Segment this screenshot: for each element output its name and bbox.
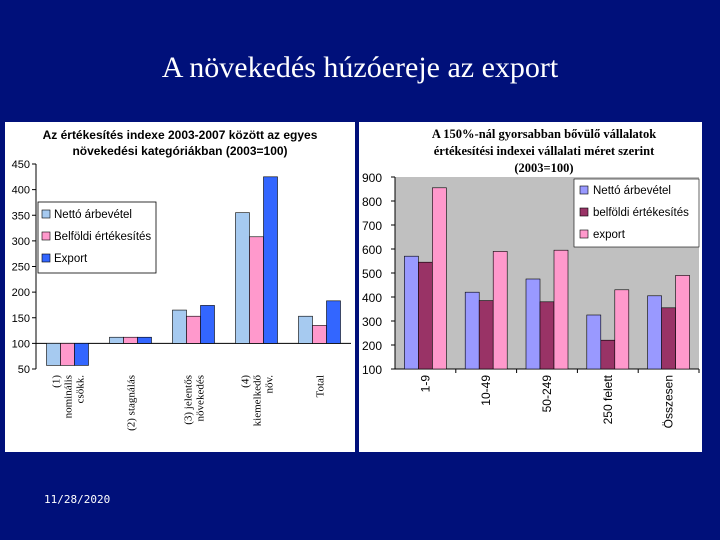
chart-fast-growing-firms-by-size: A 150%-nál gyorsabban bővülő vállalatok é… <box>359 122 702 452</box>
chart-2-bar <box>525 278 541 370</box>
chart-1-bar <box>109 336 124 344</box>
chart-1-title-line: növekedési kategóriákban (2003=100) <box>72 144 287 158</box>
chart-2-legend-label: Nettó árbevétel <box>593 185 671 197</box>
chart-2-bar <box>600 339 616 370</box>
chart-1-legend-label: Export <box>54 253 88 265</box>
chart-2-bar <box>464 291 480 370</box>
chart-2-y-tick-label: 200 <box>362 339 382 353</box>
chart-1-legend-label: Belföldi értékesítés <box>54 231 151 243</box>
chart-1-bar <box>312 325 327 344</box>
chart-2-legend-swatch <box>579 185 589 195</box>
chart-1-bar <box>74 343 89 366</box>
chart-2-y-tick-label: 600 <box>362 243 382 257</box>
chart-2-bar <box>432 187 447 370</box>
chart-1-category-label-line: (2) stagnálás <box>126 375 138 431</box>
slide-date: 11/28/2020 <box>44 493 111 506</box>
chart-2-y-tick-label: 400 <box>362 291 382 305</box>
chart-1-category-label-line: (4) <box>240 375 252 388</box>
chart-2-y-tick-label: 900 <box>362 171 382 185</box>
chart-1-svg: Az értékesítés indexe 2003-2007 között a… <box>12 128 351 431</box>
chart-1-category-label: (4) kiemelkedő növ. <box>240 375 276 427</box>
chart-1-bar <box>326 300 341 344</box>
chart-2-category-label: Összesen <box>662 375 676 428</box>
chart-1-bar <box>200 305 215 344</box>
chart-2-bar <box>675 275 690 370</box>
chart-1-y-tick-label: 100 <box>12 338 30 350</box>
chart-1-category-label-line: kiemelkedő <box>252 375 264 427</box>
chart-1-bar <box>186 315 201 344</box>
chart-1-bar <box>235 212 250 344</box>
chart-1-category-label-line: növ. <box>264 375 276 394</box>
chart-1-bar <box>46 343 61 366</box>
chart-1-bar <box>249 236 264 344</box>
chart-1-category-label: (3) jelentős növekedés <box>183 375 207 425</box>
chart-2-bar <box>539 301 555 370</box>
chart-2-category-label: 10-49 <box>479 375 493 406</box>
chart-1-legend-swatch <box>41 209 51 219</box>
chart-1-y-tick-label: 400 <box>12 185 30 197</box>
chart-2-bar <box>404 255 419 370</box>
chart-1-category-label: (1) nominális csökk. <box>51 375 87 419</box>
chart-1-category-label-line: Total <box>315 375 327 397</box>
chart-1-bar <box>137 336 152 344</box>
chart-1-y-tick-label: 450 <box>12 159 30 171</box>
chart-2-legend-swatch <box>579 207 589 217</box>
chart-sales-index-by-growth-category: Az értékesítés indexe 2003-2007 között a… <box>5 122 355 452</box>
chart-1-legend: Nettó árbevétel Belföldi értékesítés Expor… <box>37 201 157 274</box>
chart-1-legend-swatch <box>41 253 51 263</box>
chart-2-title-line: (2003=100) <box>514 161 573 175</box>
chart-1-category-label-line: (3) jelentős <box>183 375 195 425</box>
chart-2-category-label: 1-9 <box>418 375 432 393</box>
chart-1-category-label-line: nominális <box>63 375 75 418</box>
chart-1-bar <box>172 309 187 344</box>
chart-1-category-label: Total <box>315 375 327 397</box>
chart-1-y-tick-label: 300 <box>12 236 30 248</box>
chart-1-legend-box <box>37 201 157 274</box>
chart-1-bar <box>298 315 313 344</box>
slide-title: A növekedés húzóereje az export <box>161 51 559 84</box>
chart-1-title-line: Az értékesítés indexe 2003-2007 között a… <box>43 128 318 142</box>
chart-1-y-tick-label: 150 <box>12 313 30 325</box>
chart-2-y-tick-label: 500 <box>362 267 382 281</box>
chart-2-y-tick-label: 100 <box>362 363 382 377</box>
chart-2-bar <box>553 249 569 370</box>
chart-2-bar <box>478 300 494 370</box>
chart-2-legend-box <box>573 178 700 248</box>
chart-1-bar <box>123 336 138 344</box>
chart-1-bar <box>60 343 75 366</box>
chart-2-y-tick-label: 300 <box>362 315 382 329</box>
chart-2-category-label: 250 felett <box>601 374 615 424</box>
chart-2-svg: A 150%-nál gyorsabban bővülő vállalatok é… <box>362 127 700 428</box>
chart-1-legend-label: Nettó árbevétel <box>54 209 132 221</box>
chart-2-bar <box>661 307 676 370</box>
chart-2-bar <box>614 289 630 370</box>
chart-2-legend-label: export <box>593 229 626 241</box>
chart-2-bar <box>492 251 508 370</box>
chart-1-category-label-line: csökk. <box>75 375 87 404</box>
chart-2-bar <box>647 295 662 370</box>
chart-2-category-label: 50-249 <box>540 375 554 413</box>
chart-1-category-label: (2) stagnálás <box>126 375 138 431</box>
chart-1-category-label-line: növekedés <box>195 375 207 421</box>
chart-2-title-line: értékesítési indexei vállalati méret sze… <box>434 144 655 158</box>
chart-2-bar <box>418 261 433 370</box>
chart-1-y-tick-label: 50 <box>18 364 30 376</box>
chart-1-legend-swatch <box>41 231 51 241</box>
chart-2-bar <box>586 314 602 370</box>
chart-2-title-line: A 150%-nál gyorsabban bővülő vállalatok <box>432 127 656 141</box>
chart-2-legend-label: belföldi értékesítés <box>593 207 689 219</box>
chart-2-legend: Nettó árbevétel belföldi értékesítés expor… <box>573 178 700 248</box>
chart-2-y-tick-label: 700 <box>362 219 382 233</box>
chart-1-y-tick-label: 200 <box>12 287 30 299</box>
chart-2-y-tick-label: 800 <box>362 195 382 209</box>
chart-1-y-tick-label: 250 <box>12 262 30 274</box>
chart-2-legend-swatch <box>579 229 589 239</box>
chart-1-category-label-line: (1) <box>51 375 63 388</box>
chart-1-y-tick-label: 350 <box>12 210 30 222</box>
chart-1-bar <box>263 176 278 344</box>
